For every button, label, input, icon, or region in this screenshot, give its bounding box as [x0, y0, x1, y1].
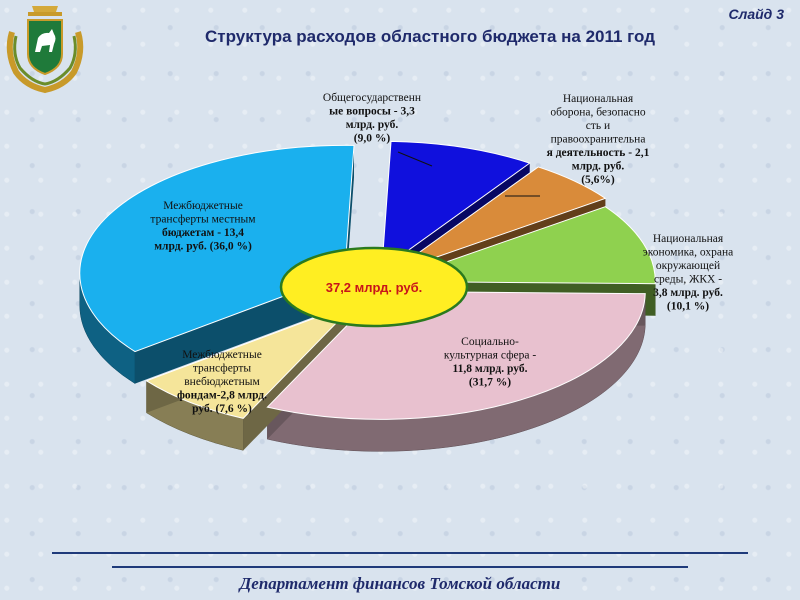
center-total-label: 37,2 млрд. руб. — [326, 280, 423, 295]
center-total-ellipse — [279, 246, 469, 328]
pie-slice-6 — [79, 144, 355, 353]
leader-line-1 — [397, 151, 433, 167]
data-label-2: Национальная оборона, безопасно сть и право… — [547, 93, 650, 186]
data-label-5: Межбюджетные трансферты внебюджетным фондам… — [177, 349, 267, 415]
footer-rule-bottom — [112, 566, 688, 568]
pie-slice-5 — [145, 302, 357, 419]
coat-of-arms-emblem — [6, 6, 84, 94]
pie-slice-3 — [390, 206, 656, 285]
data-label-1: Общегосударственн ые вопросы - 3,3 млрд. р… — [323, 92, 421, 145]
data-label-6: Межбюджетные трансферты местным бюджетам -… — [150, 200, 256, 253]
pie-slice-2 — [390, 166, 607, 274]
center-total-group: 37,2 млрд. руб. — [279, 246, 469, 328]
footer-rule-top — [52, 552, 748, 554]
footer-text: Департамент финансов Томской области — [239, 574, 561, 593]
chart-title: Структура расходов областного бюджета на… — [205, 27, 655, 46]
pie-slice-1 — [381, 140, 531, 271]
data-label-4: Социально-культурная сфера -11,8 млрд. р… — [444, 336, 537, 389]
pie-chart: Общегосударственн ые вопросы - 3,3 млрд. р… — [79, 92, 733, 452]
data-label-3: Национальная экономика, охрана окружающей с… — [643, 233, 733, 313]
slide-number-label: Слайд 3 — [728, 6, 785, 22]
